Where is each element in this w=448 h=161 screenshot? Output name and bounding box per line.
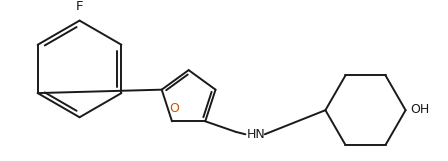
Text: HN: HN bbox=[247, 128, 266, 141]
Text: F: F bbox=[76, 0, 83, 13]
Text: OH: OH bbox=[410, 103, 430, 115]
Text: O: O bbox=[169, 102, 179, 115]
